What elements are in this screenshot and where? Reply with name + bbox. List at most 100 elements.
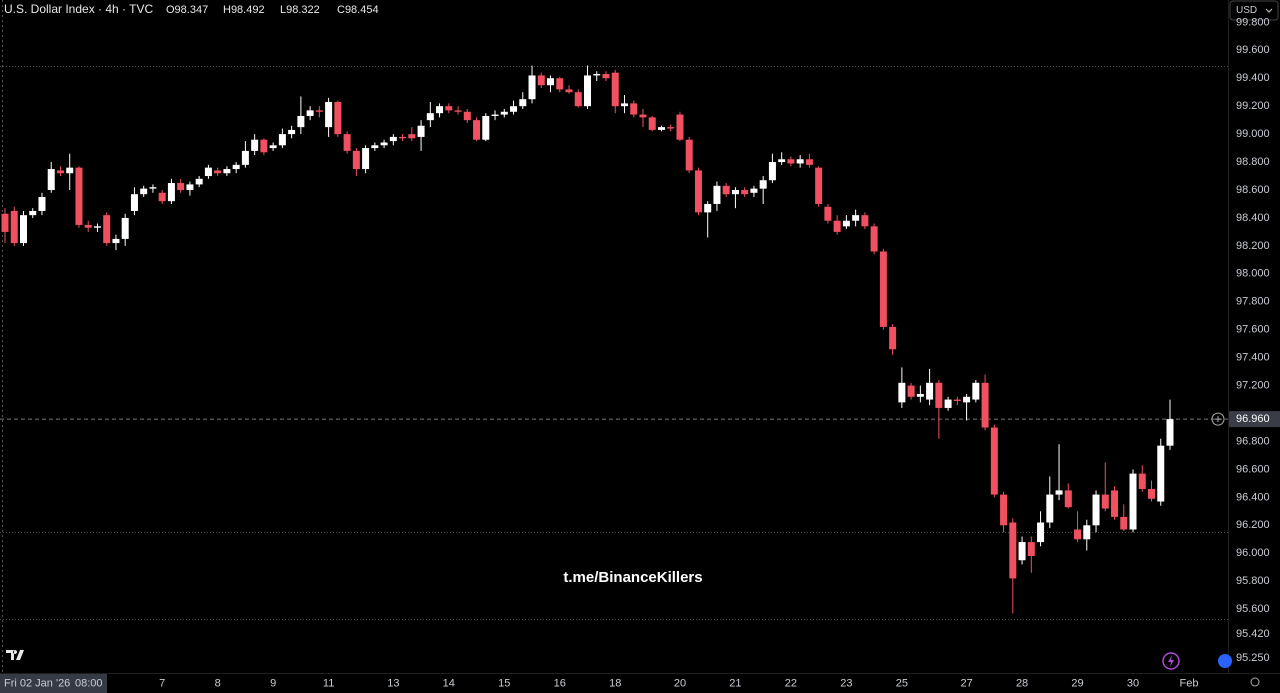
candle-body	[1148, 488, 1156, 499]
crosshair-time-box	[0, 674, 107, 693]
candle-body	[1111, 490, 1119, 517]
candle-body	[195, 178, 203, 185]
candle-body	[66, 167, 74, 174]
alert-icon[interactable]	[1162, 652, 1180, 670]
candle-body	[482, 115, 490, 140]
candle-body	[879, 251, 887, 327]
candle-body	[842, 220, 850, 227]
flag-icon[interactable]	[1218, 654, 1232, 668]
candle-body	[103, 215, 111, 244]
candle-body	[251, 139, 259, 151]
x-tick-label: 7	[159, 677, 165, 689]
y-tick-label: 96.800	[1236, 435, 1270, 447]
candle-body	[676, 114, 684, 140]
y-tick-label: 95.800	[1236, 575, 1270, 587]
candle-body	[972, 382, 980, 400]
candle-body	[260, 139, 268, 153]
candle-body	[889, 326, 897, 350]
candle-body	[916, 393, 924, 397]
candle-body	[269, 145, 277, 149]
candle-body	[306, 110, 314, 116]
candle-body	[759, 180, 767, 189]
candle-body	[352, 150, 360, 170]
candle-body	[204, 167, 212, 177]
candle-body	[500, 111, 508, 115]
candle-body	[315, 110, 323, 112]
currency-label[interactable]: USD	[1236, 5, 1257, 16]
candle-body	[334, 101, 342, 135]
candle-body	[898, 382, 906, 403]
y-tick-label: 96.000	[1236, 547, 1270, 559]
y-tick-label: 98.000	[1236, 268, 1270, 280]
candle-body	[463, 111, 471, 121]
ohlc-value: C98.454	[337, 4, 379, 16]
settings-icon[interactable]	[1250, 677, 1260, 687]
candle-body	[1166, 419, 1174, 446]
y-tick-label: 98.800	[1236, 156, 1270, 168]
y-tick-label: 99.400	[1236, 72, 1270, 84]
candle-body	[870, 226, 878, 252]
alert-bolt	[1168, 655, 1174, 667]
crosshair-time: 08:00	[75, 677, 103, 689]
candle-body	[399, 136, 407, 139]
candle-body	[1037, 522, 1045, 543]
candle-body	[704, 203, 712, 213]
candle-body	[426, 113, 434, 121]
candle-body	[574, 92, 582, 107]
candle-body	[731, 190, 739, 195]
candle-body	[1157, 445, 1165, 502]
candle-body	[1129, 473, 1137, 530]
candle-body	[149, 187, 157, 189]
candle-body	[852, 215, 860, 221]
candle-body	[657, 127, 665, 130]
candle-body	[84, 224, 92, 228]
candle-body	[796, 159, 804, 164]
candle-body	[935, 382, 943, 408]
candle-body	[47, 169, 55, 191]
candle-body	[140, 188, 148, 195]
candle-body	[648, 117, 656, 130]
x-tick-label: 8	[215, 677, 221, 689]
currency-button[interactable]	[1229, 0, 1279, 21]
candle-body	[29, 210, 37, 216]
x-tick-label: 30	[1127, 677, 1139, 689]
x-tick-label: 20	[674, 677, 686, 689]
currency-caret	[1265, 8, 1273, 13]
x-axis-end-label: Feb	[1180, 677, 1199, 689]
candle-body	[121, 217, 129, 239]
candle-body	[288, 129, 296, 135]
candle-body	[556, 78, 564, 90]
candle-body	[1009, 522, 1017, 579]
y-tick-label: 98.200	[1236, 240, 1270, 252]
candle-body	[241, 150, 249, 165]
candle-body	[787, 159, 795, 164]
candle-body	[1120, 516, 1128, 530]
candle-body	[389, 136, 397, 142]
candle-body	[93, 226, 101, 228]
candle-body	[1055, 490, 1063, 495]
candle-body	[547, 78, 555, 86]
candle-body	[519, 99, 527, 107]
candle-body	[722, 185, 730, 195]
candle-body	[907, 385, 915, 397]
candle-body	[528, 75, 536, 100]
last-price-box	[1229, 411, 1280, 428]
candle-body	[19, 215, 27, 244]
candle-body	[112, 238, 120, 244]
candle-body	[778, 159, 786, 163]
ohlc-value: H98.492	[223, 4, 265, 16]
candle-body	[325, 101, 333, 128]
x-tick-label: 28	[1016, 677, 1028, 689]
candle-body	[1046, 494, 1054, 523]
ohlc-value: L98.322	[280, 4, 320, 16]
candle-body	[1, 213, 9, 232]
candle-body	[584, 75, 591, 107]
candle-body	[1083, 525, 1091, 540]
candle-body	[371, 145, 379, 149]
candle-body	[593, 74, 601, 76]
y-tick-label: 95.600	[1236, 603, 1270, 615]
x-tick-label: 18	[609, 677, 621, 689]
candle-body	[417, 125, 425, 137]
y-tick-label: 95.420	[1236, 628, 1270, 640]
x-tick-label: 11	[323, 677, 334, 689]
